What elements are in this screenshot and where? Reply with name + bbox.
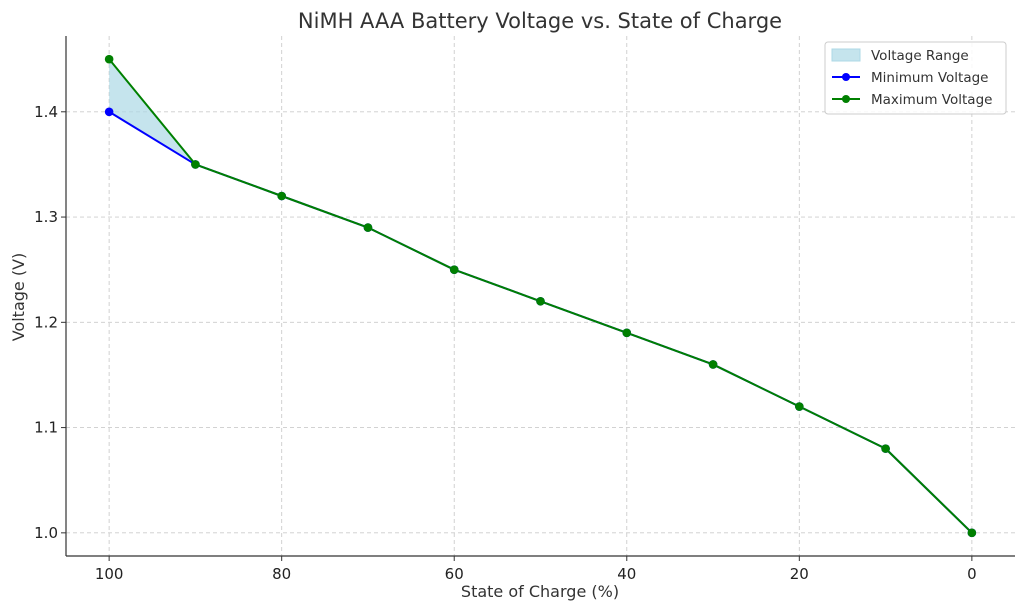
legend: Voltage Range Minimum Voltage Maximum Vo… — [824, 41, 1007, 115]
maximum-voltage-point — [191, 160, 200, 169]
legend-box — [824, 41, 1007, 115]
maximum-voltage-point — [708, 360, 718, 369]
minimum-voltage-point — [104, 107, 114, 117]
x-tick-label: 100 — [95, 565, 124, 583]
legend-marker-minimum-voltage — [842, 73, 850, 81]
axes — [65, 36, 1015, 557]
y-axis-label: Voltage (V) — [9, 253, 28, 342]
series-lines-layer — [108, 58, 973, 534]
maximum-voltage-point — [536, 296, 545, 306]
grid-lines — [66, 36, 1015, 556]
data-points-layer — [104, 54, 977, 538]
legend-marker-maximum-voltage — [842, 95, 850, 103]
maximum-voltage-line — [108, 58, 973, 534]
x-tick-label: 80 — [272, 565, 291, 583]
x-tick-label: 40 — [617, 565, 636, 583]
voltage-range-fill — [109, 59, 972, 533]
y-tick-label: 1.2 — [34, 313, 58, 331]
y-tick-label: 1.0 — [34, 524, 58, 542]
x-tick-label: 20 — [790, 565, 809, 583]
minimum-voltage-line — [108, 110, 973, 534]
maximum-voltage-point — [795, 402, 804, 411]
voltage-range-fill-layer — [109, 59, 972, 533]
x-tick-label: 60 — [445, 565, 464, 583]
maximum-voltage-point — [967, 528, 977, 538]
legend-label-voltage-range: Voltage Range — [871, 48, 969, 64]
maximum-voltage-point — [881, 444, 890, 453]
maximum-voltage-point — [363, 223, 373, 232]
maximum-voltage-point — [104, 54, 114, 64]
x-axis-ticks: 100 80 60 40 20 0 — [95, 556, 977, 583]
x-tick-label: 0 — [967, 565, 977, 583]
legend-label-minimum-voltage: Minimum Voltage — [871, 70, 989, 86]
y-tick-label: 1.4 — [34, 103, 58, 121]
maximum-voltage-point — [622, 328, 632, 338]
maximum-voltage-point — [277, 191, 286, 201]
legend-label-maximum-voltage: Maximum Voltage — [871, 92, 992, 108]
chart-title: NiMH AAA Battery Voltage vs. State of Ch… — [298, 9, 782, 33]
y-tick-label: 1.3 — [34, 208, 58, 226]
x-axis-label: State of Charge (%) — [461, 582, 619, 601]
y-tick-label: 1.1 — [34, 419, 58, 437]
maximum-voltage-point — [449, 265, 459, 274]
y-axis-ticks: 1.0 1.1 1.2 1.3 1.4 — [34, 103, 66, 542]
legend-swatch-voltage-range — [831, 48, 861, 62]
